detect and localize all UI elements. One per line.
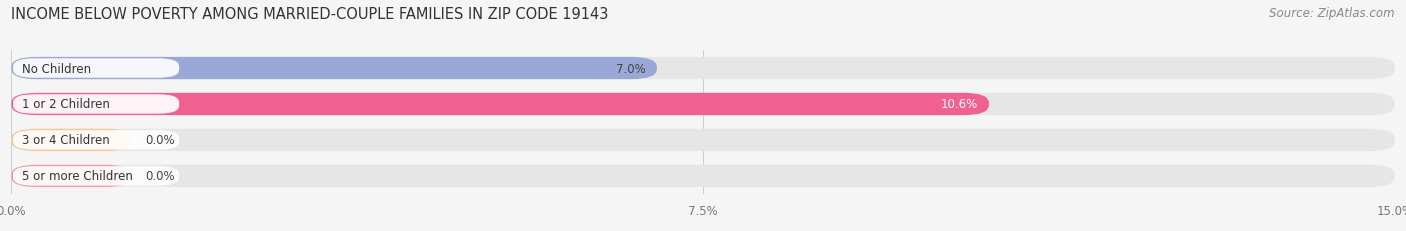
FancyBboxPatch shape xyxy=(11,129,1395,152)
FancyBboxPatch shape xyxy=(11,93,988,116)
Text: 0.0%: 0.0% xyxy=(145,134,174,147)
Text: No Children: No Children xyxy=(22,62,91,75)
FancyBboxPatch shape xyxy=(11,129,131,152)
FancyBboxPatch shape xyxy=(13,131,179,150)
Text: 0.0%: 0.0% xyxy=(145,170,174,183)
FancyBboxPatch shape xyxy=(11,165,131,187)
FancyBboxPatch shape xyxy=(13,59,179,78)
FancyBboxPatch shape xyxy=(13,167,179,186)
Text: 3 or 4 Children: 3 or 4 Children xyxy=(22,134,110,147)
Text: 10.6%: 10.6% xyxy=(941,98,977,111)
Text: 1 or 2 Children: 1 or 2 Children xyxy=(22,98,110,111)
Text: Source: ZipAtlas.com: Source: ZipAtlas.com xyxy=(1270,7,1395,20)
FancyBboxPatch shape xyxy=(11,58,1395,80)
FancyBboxPatch shape xyxy=(13,95,179,114)
FancyBboxPatch shape xyxy=(11,93,1395,116)
FancyBboxPatch shape xyxy=(11,58,657,80)
Text: 5 or more Children: 5 or more Children xyxy=(22,170,134,183)
Text: INCOME BELOW POVERTY AMONG MARRIED-COUPLE FAMILIES IN ZIP CODE 19143: INCOME BELOW POVERTY AMONG MARRIED-COUPL… xyxy=(11,7,609,22)
Text: 7.0%: 7.0% xyxy=(616,62,645,75)
FancyBboxPatch shape xyxy=(11,165,1395,187)
